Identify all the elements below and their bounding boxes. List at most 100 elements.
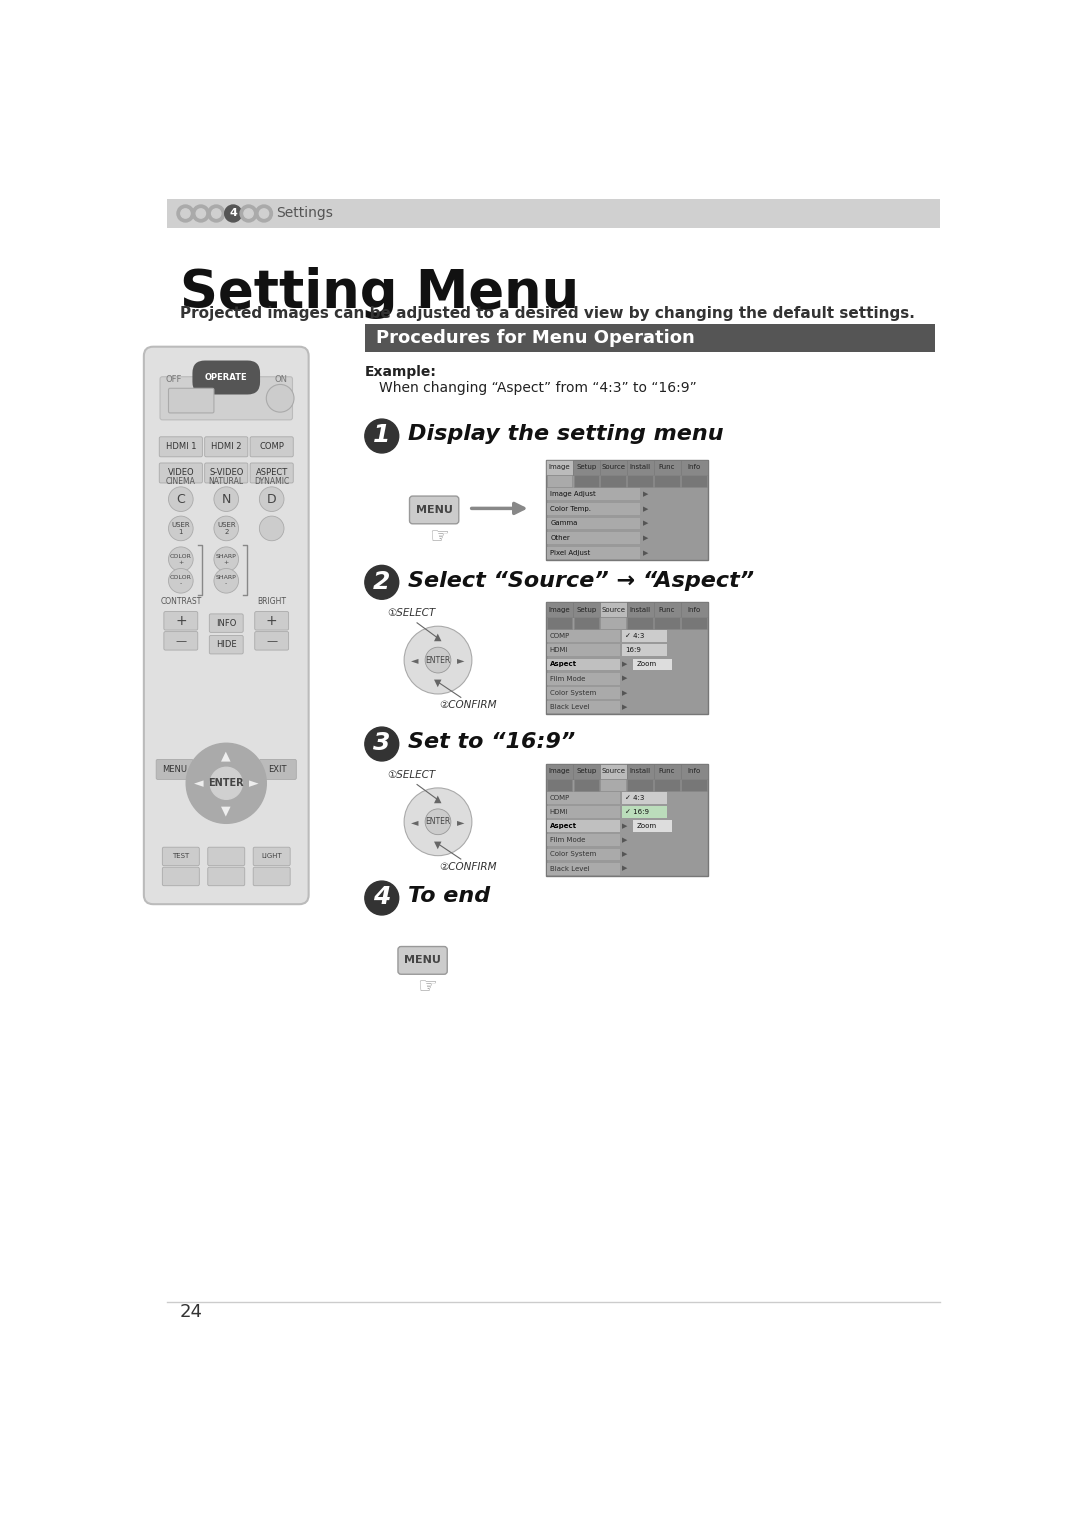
Circle shape	[256, 205, 272, 221]
Text: 4: 4	[373, 885, 391, 910]
Text: ✓ 16:9: ✓ 16:9	[625, 810, 649, 816]
Bar	[600, 779, 626, 791]
Text: CINEMA: CINEMA	[166, 476, 195, 485]
Text: Aspect: Aspect	[550, 823, 577, 829]
Text: Pixel Adjust: Pixel Adjust	[551, 550, 591, 556]
Text: SHARP
+: SHARP +	[216, 553, 237, 564]
FancyBboxPatch shape	[157, 760, 193, 779]
Text: Set to “16:9”: Set to “16:9”	[408, 732, 576, 752]
Bar	[548, 791, 620, 803]
Text: CONTRAST: CONTRAST	[160, 597, 202, 606]
Text: ▶: ▶	[643, 535, 648, 541]
Circle shape	[214, 568, 239, 593]
Text: Film Mode: Film Mode	[550, 676, 585, 682]
Text: OPERATE: OPERATE	[205, 373, 247, 382]
Text: HIDE: HIDE	[216, 640, 237, 649]
Bar	[573, 617, 599, 629]
Text: NATURAL: NATURAL	[208, 476, 244, 485]
Bar	[548, 849, 620, 861]
Text: USER
1: USER 1	[172, 522, 190, 535]
Text: 2: 2	[373, 570, 391, 594]
Bar	[681, 617, 706, 629]
Text: SHARP
-: SHARP -	[216, 576, 237, 587]
Text: COMP: COMP	[259, 443, 284, 452]
Text: Setup: Setup	[576, 464, 596, 470]
Circle shape	[214, 515, 239, 541]
Text: ▶: ▶	[643, 520, 648, 526]
Text: Settings: Settings	[276, 206, 333, 220]
Bar	[545, 602, 707, 714]
Circle shape	[404, 626, 472, 694]
Text: ①SELECT: ①SELECT	[387, 770, 435, 779]
Text: ▼: ▼	[434, 678, 442, 688]
Text: ☞: ☞	[417, 978, 437, 998]
Text: Color System: Color System	[550, 690, 596, 696]
Text: ASPECT: ASPECT	[256, 468, 287, 478]
Bar	[548, 673, 620, 685]
Text: ◄: ◄	[411, 655, 419, 666]
Text: ▼: ▼	[434, 840, 442, 850]
Circle shape	[197, 209, 205, 218]
Text: Source: Source	[602, 769, 625, 775]
Text: MENU: MENU	[404, 955, 441, 966]
Circle shape	[168, 487, 193, 511]
Text: Func: Func	[659, 769, 675, 775]
Text: Install: Install	[630, 769, 650, 775]
FancyBboxPatch shape	[253, 847, 291, 866]
Text: ▲: ▲	[221, 749, 231, 763]
Circle shape	[259, 209, 269, 218]
Circle shape	[168, 515, 193, 541]
Bar	[548, 547, 639, 558]
Circle shape	[225, 205, 242, 221]
Text: ►: ►	[248, 776, 258, 790]
Text: Info: Info	[687, 464, 701, 470]
Text: ▶: ▶	[622, 690, 627, 696]
FancyBboxPatch shape	[164, 611, 198, 631]
Bar	[572, 764, 599, 779]
Text: Black Level: Black Level	[550, 866, 590, 872]
Circle shape	[426, 647, 450, 673]
Text: Setting Menu: Setting Menu	[180, 267, 579, 320]
Bar	[572, 459, 599, 475]
Bar	[653, 602, 680, 617]
Bar	[626, 602, 653, 617]
Text: EXIT: EXIT	[269, 766, 287, 775]
Bar	[573, 475, 599, 487]
Bar	[572, 602, 599, 617]
Bar	[548, 488, 639, 500]
Text: To end: To end	[408, 887, 490, 907]
Text: MENU: MENU	[416, 505, 453, 515]
Text: D: D	[267, 493, 276, 506]
Text: ▶: ▶	[643, 506, 648, 512]
Bar	[633, 658, 672, 670]
FancyBboxPatch shape	[259, 760, 296, 779]
Text: TEST: TEST	[172, 854, 189, 860]
FancyBboxPatch shape	[160, 377, 293, 420]
Circle shape	[365, 881, 399, 916]
Text: DYNAMIC: DYNAMIC	[254, 476, 289, 485]
Circle shape	[168, 547, 193, 572]
Bar	[627, 475, 652, 487]
Text: VIDEO: VIDEO	[167, 468, 194, 478]
Bar	[622, 807, 667, 819]
Text: ✓ 4:3: ✓ 4:3	[625, 794, 645, 800]
Bar	[548, 532, 639, 544]
Circle shape	[404, 788, 472, 855]
FancyBboxPatch shape	[164, 632, 198, 650]
Bar	[627, 617, 652, 629]
Circle shape	[192, 205, 210, 221]
Text: N: N	[221, 493, 231, 506]
Text: —: —	[175, 635, 187, 646]
Text: USER
2: USER 2	[217, 522, 235, 535]
Circle shape	[207, 205, 225, 221]
Text: +: +	[266, 614, 278, 628]
Text: ON: ON	[274, 374, 287, 384]
Text: Zoom: Zoom	[636, 823, 657, 829]
FancyBboxPatch shape	[397, 946, 447, 975]
Text: S-VIDEO: S-VIDEO	[210, 468, 243, 478]
Bar	[548, 834, 620, 846]
Bar	[548, 700, 620, 713]
Bar	[653, 459, 680, 475]
FancyBboxPatch shape	[255, 611, 288, 631]
FancyBboxPatch shape	[207, 847, 245, 866]
